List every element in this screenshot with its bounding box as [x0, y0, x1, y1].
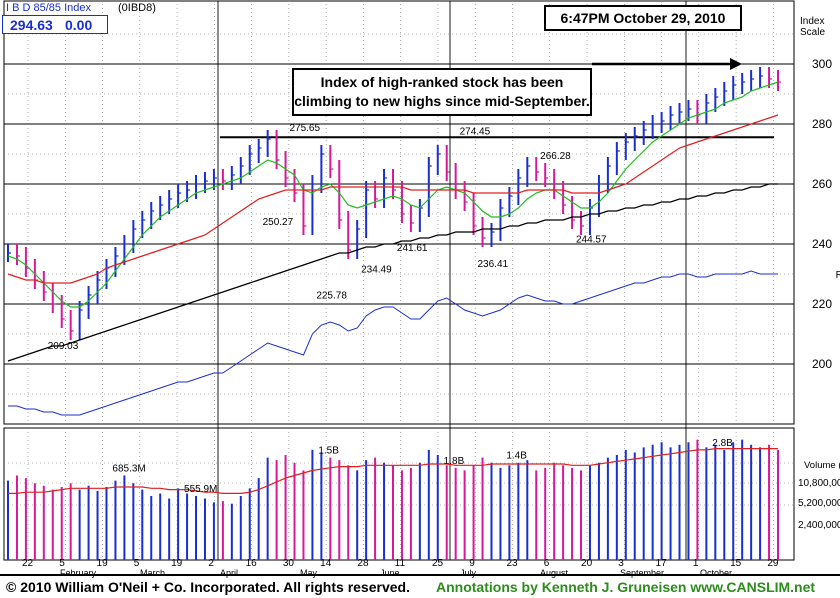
volume-axis-label: 2,400,000: [798, 520, 840, 531]
annotation-line-2: climbing to new highs since mid-Septembe…: [294, 93, 590, 109]
month-label: April: [220, 568, 238, 578]
volume-annotation: 685.3M: [112, 464, 145, 475]
annotations-credit: Annotations by Kenneth J. Gruneisen www.…: [436, 579, 816, 595]
date-tick-label: 20: [581, 558, 593, 569]
price-annotation: 234.49: [361, 265, 392, 276]
price-annotation: 275.65: [289, 123, 320, 134]
current-price: 294.63: [10, 17, 53, 33]
date-tick-label: 19: [171, 558, 183, 569]
annotation-arrow-head: [730, 58, 742, 70]
date-tick-label: 17: [656, 558, 668, 569]
volume-annotation: 1.4B: [506, 451, 527, 462]
date-tick-label: 11: [395, 558, 406, 569]
price-annotation: 250.27: [263, 217, 294, 228]
price-annotation: RS: [836, 270, 840, 281]
price-annotation: 236.41: [477, 259, 508, 270]
volume-moving-average: [8, 448, 778, 494]
month-label: June: [380, 568, 400, 578]
volume-axis-label: 10,800,000: [798, 478, 840, 489]
price-axis-label: 220: [812, 297, 832, 311]
moving-average-50: [7, 114, 779, 284]
price-axis-label: 200: [812, 357, 832, 371]
annotation-box: Index of high-ranked stock has been clim…: [292, 68, 592, 116]
date-tick-label: 3: [618, 558, 624, 569]
price-axis-label: 240: [812, 237, 832, 251]
date-tick-label: 5: [59, 558, 65, 569]
volume-annotation: 555.9M: [184, 484, 217, 495]
month-label: February: [60, 568, 97, 578]
date-tick-label: 9: [469, 558, 475, 569]
volume-title: Volume (00): [804, 460, 840, 471]
month-label: March: [140, 568, 165, 578]
scale-title-line-1: Index: [800, 16, 825, 27]
price-annotation: 244.57: [576, 234, 607, 245]
month-label: September: [620, 568, 664, 578]
month-label: October: [700, 568, 732, 578]
date-tick-label: 25: [432, 558, 444, 569]
date-tick-label: 2: [208, 558, 214, 569]
volume-annotation: 2.8B: [712, 438, 733, 449]
date-tick-label: 16: [246, 558, 258, 569]
volume-annotation: 1.5B: [318, 446, 339, 457]
date-tick-label: 15: [730, 558, 742, 569]
date-tick-label: 29: [767, 558, 779, 569]
date-tick-label: 30: [283, 558, 295, 569]
month-label: May: [300, 568, 318, 578]
price-annotation: 209.03: [48, 341, 79, 352]
moving-average-200: [7, 183, 778, 362]
volume-axis-label: 5,200,000: [798, 498, 840, 509]
date-tick-label: 28: [357, 558, 369, 569]
index-name: I B D 85/85 Index: [6, 2, 91, 14]
copyright-text: © 2010 William O'Neil + Co. Incorporated…: [6, 579, 410, 595]
month-label: July: [460, 568, 477, 578]
month-label: August: [540, 568, 569, 578]
moving-average-10: [7, 81, 779, 308]
price-box: 294.63 0.00: [2, 15, 108, 34]
price-panel-frame: [3, 0, 795, 425]
date-tick-label: 22: [22, 558, 34, 569]
volume-annotation: 1.8B: [444, 456, 465, 467]
scale-title-line-2: Scale: [800, 27, 826, 38]
index-scale-title: Index Scale: [800, 16, 825, 38]
date-tick-label: 5: [134, 558, 140, 569]
price-annotation: 266.28: [540, 151, 571, 162]
price-annotation: 225.78: [316, 291, 347, 302]
price-axis-label: 280: [812, 117, 832, 131]
price-axis-label: 300: [812, 57, 832, 71]
rs-line: [8, 270, 778, 416]
date-tick-label: 6: [544, 558, 550, 569]
price-change: 0.00: [65, 17, 93, 33]
price-axis-label: 260: [812, 177, 832, 191]
date-tick-label: 14: [320, 558, 332, 569]
date-tick-label: 23: [506, 558, 518, 569]
volume-panel-frame: [3, 427, 795, 561]
price-annotation: 241.61: [397, 243, 428, 254]
index-symbol: (0IBD8): [118, 2, 156, 14]
price-annotation: 274.45: [460, 127, 491, 138]
date-tick-label: 1: [693, 558, 699, 569]
date-tick-label: 19: [97, 558, 109, 569]
annotation-line-1: Index of high-ranked stock has been: [320, 74, 564, 90]
timestamp-box: 6:47PM October 29, 2010: [544, 5, 742, 31]
